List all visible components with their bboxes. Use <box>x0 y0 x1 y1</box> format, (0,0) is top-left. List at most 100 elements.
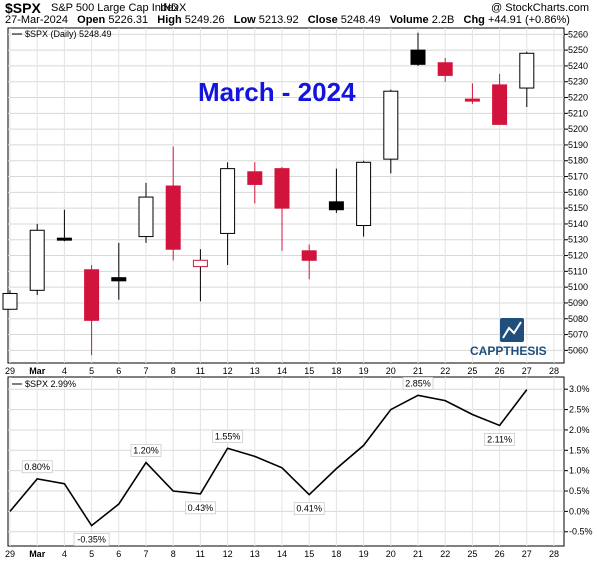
candle-body <box>301 250 317 261</box>
candle-body <box>2 292 18 310</box>
candle <box>56 209 72 242</box>
candle <box>464 83 480 104</box>
perf-point-label: 2.85% <box>402 377 434 390</box>
open-value: 5226.31 <box>108 14 149 26</box>
price-y-tick-label: 5170 <box>568 172 588 182</box>
perf-label-box <box>212 429 243 443</box>
perf-x-tick-label: 28 <box>549 549 559 559</box>
perf-point-label: 1.55% <box>212 429 243 443</box>
candle <box>437 58 453 82</box>
price-x-tick-label: 25 <box>467 366 477 376</box>
candle <box>2 290 18 310</box>
price-y-tick-label: 5210 <box>568 108 588 118</box>
price-x-tick-label: 22 <box>440 366 450 376</box>
price-y-tick-label: 5140 <box>568 219 588 229</box>
perf-x-tick-label: 11 <box>196 549 205 559</box>
candle-body <box>111 277 127 282</box>
perf-grid <box>8 377 564 546</box>
perf-x-tick-label: 25 <box>467 549 477 559</box>
price-x-tick-label: 26 <box>495 366 505 376</box>
perf-point-label: 0.41% <box>293 502 325 515</box>
perf-x-tick-label: 22 <box>440 549 450 559</box>
perf-x-tick-label: 27 <box>522 549 532 559</box>
price-x-tick-label: Mar <box>29 366 46 376</box>
candle <box>356 160 372 237</box>
perf-x-tick-label: 29 <box>5 549 15 559</box>
perf-legend: $SPX 2.99% <box>12 379 76 389</box>
candle-body <box>84 269 100 321</box>
chg-label: Chg <box>463 14 485 26</box>
candle <box>492 73 508 125</box>
candle-body <box>247 171 263 185</box>
price-y-tick-label: 5150 <box>568 203 588 213</box>
candle-body <box>519 52 535 89</box>
candle-body <box>56 237 72 241</box>
perf-label-box <box>130 444 162 457</box>
candle <box>301 244 317 280</box>
price-y-tick-label: 5190 <box>568 140 588 150</box>
perf-x-tick-label: 18 <box>331 549 341 559</box>
low-label: Low <box>233 14 256 26</box>
perf-y-tick-label: 0.0% <box>569 506 590 516</box>
perf-x-tick-label: 26 <box>495 549 505 559</box>
high-value: 5249.26 <box>184 14 225 26</box>
perf-y-tick-label: 2.0% <box>569 425 590 435</box>
candle-body <box>274 168 290 209</box>
price-y-tick-label: 5130 <box>568 235 588 245</box>
perf-point-label: 0.43% <box>185 501 216 515</box>
price-x-tick-label: 19 <box>359 366 369 376</box>
candle <box>274 167 290 251</box>
candle-body <box>165 185 181 250</box>
chart-header: $SPX S&P 500 Large Cap Index INDX @ Stoc… <box>0 0 597 28</box>
price-x-tick-label: 28 <box>549 366 559 376</box>
price-y-tick-label: 5220 <box>568 93 588 103</box>
candle-body <box>192 259 208 268</box>
candle <box>383 89 399 174</box>
price-x-tick-label: 6 <box>116 366 121 376</box>
close-label: Close <box>307 14 338 26</box>
perf-panel-frame <box>7 376 565 547</box>
price-x-tick-label: 27 <box>522 366 532 376</box>
perf-label-box <box>185 501 216 515</box>
perf-x-tick-label: 4 <box>62 549 67 559</box>
price-x-tick-label: 12 <box>223 366 233 376</box>
price-legend: $SPX (Daily) 5248.49 <box>12 29 112 39</box>
source-credit: @ StockCharts.com <box>491 2 589 14</box>
perf-x-tick-label: 5 <box>89 549 94 559</box>
candle <box>247 162 263 204</box>
price-y-tick-label: 5250 <box>568 45 588 55</box>
perf-y-tick-label: 0.5% <box>569 486 590 496</box>
price-x-tick-label: 20 <box>386 366 396 376</box>
month-annotation: March - 2024 <box>198 77 356 107</box>
perf-label-text: -0.35% <box>77 535 106 545</box>
low-value: 5213.92 <box>258 14 299 26</box>
candle-body <box>220 168 236 234</box>
perf-label-text: 2.85% <box>405 378 431 388</box>
perf-label-box <box>293 502 325 515</box>
candle <box>220 162 236 266</box>
perf-y-tick-label: 1.0% <box>569 466 590 476</box>
perf-line <box>9 389 528 527</box>
candle <box>84 265 100 356</box>
candle-body <box>410 49 426 65</box>
capp-logo-mark <box>502 321 522 339</box>
candle-body <box>464 98 480 102</box>
perf-x-tick-label: 15 <box>304 549 314 559</box>
candle-body <box>138 196 154 238</box>
perf-point-label: 0.80% <box>21 460 53 474</box>
perf-point-labels: 0.80% -0.35% 1.20% 0.43% 1.55% 0.41% 2.85% 2.11… <box>21 377 515 546</box>
perf-y-tick-label: 1.5% <box>569 445 590 455</box>
perf-point-label: 1.20% <box>130 444 162 457</box>
perf-point-label: 2.11% <box>484 433 515 446</box>
price-y-tick-label: 5080 <box>568 314 588 324</box>
price-x-tick-label: 13 <box>250 366 260 376</box>
candle <box>111 242 127 300</box>
perf-label-text: 2.11% <box>487 434 512 444</box>
price-x-tick-label: 21 <box>413 366 423 376</box>
candle <box>165 146 181 261</box>
price-y-tick-label: 5230 <box>568 77 588 87</box>
perf-x-tick-label: 21 <box>413 549 423 559</box>
price-x-tick-label: 29 <box>5 366 15 376</box>
high-label: High <box>157 14 182 26</box>
perf-x-tick-label: 19 <box>359 549 369 559</box>
